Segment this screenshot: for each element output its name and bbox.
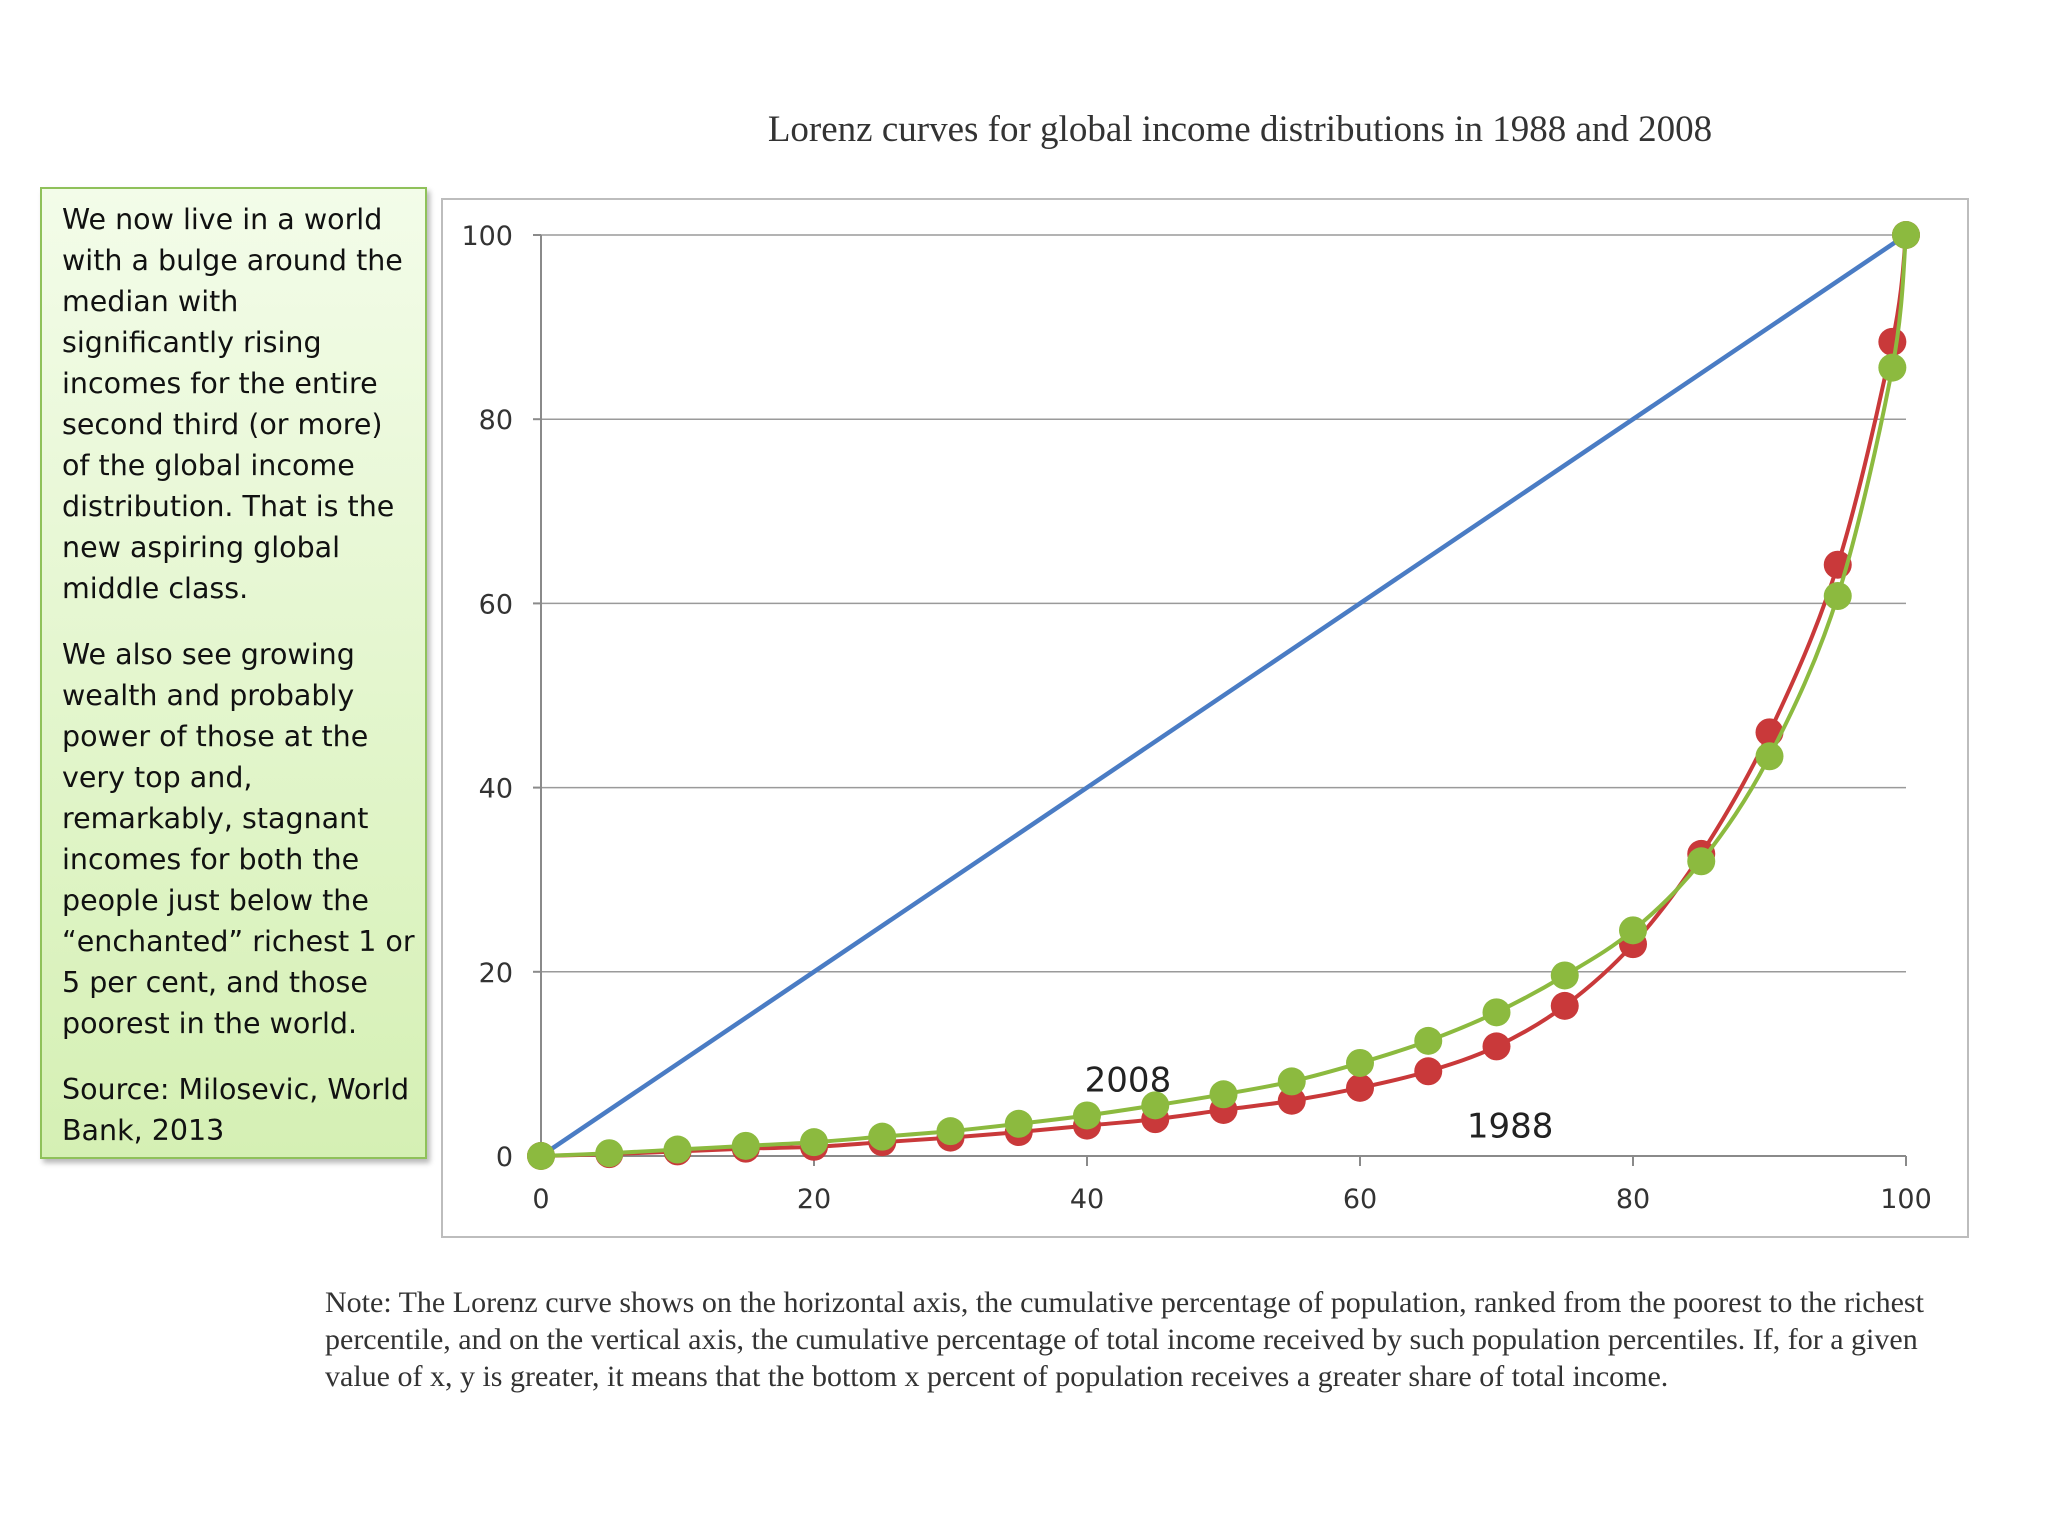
chart-title: Lorenz curves for global income distribu…: [767, 109, 1713, 150]
callout-box: We now live in a world with a bulge arou…: [40, 187, 427, 1159]
callout-source: Source: Milosevic, World Bank, 2013: [62, 1073, 410, 1147]
chart-frame: [441, 198, 1969, 1238]
callout-paragraph: We also see growing wealth and probably …: [62, 638, 415, 1040]
chart-note: Note: The Lorenz curve shows on the hori…: [325, 1286, 1924, 1393]
callout-paragraph: We now live in a world with a bulge arou…: [62, 203, 403, 605]
